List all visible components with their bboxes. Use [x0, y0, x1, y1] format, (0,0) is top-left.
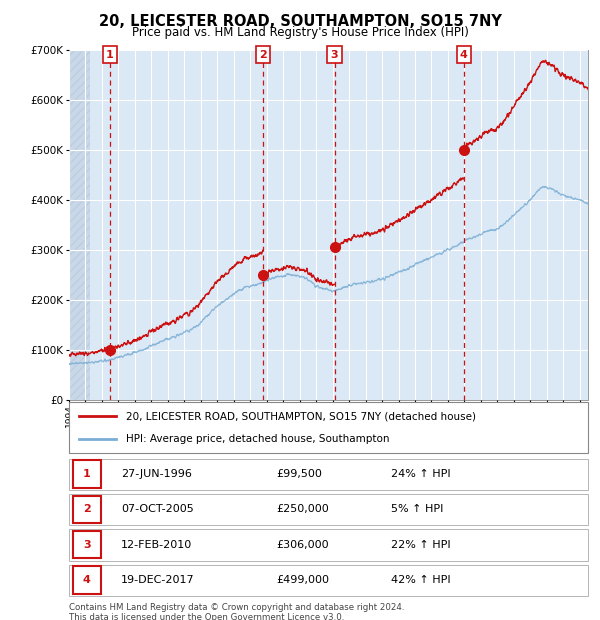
Text: 19-DEC-2017: 19-DEC-2017: [121, 575, 194, 585]
Bar: [69, 529, 588, 560]
Text: 24% ↑ HPI: 24% ↑ HPI: [391, 469, 451, 479]
Bar: [73, 495, 101, 523]
Text: 1: 1: [106, 50, 114, 60]
Text: Price paid vs. HM Land Registry's House Price Index (HPI): Price paid vs. HM Land Registry's House …: [131, 26, 469, 39]
Bar: [73, 531, 101, 559]
Text: 3: 3: [331, 50, 338, 60]
Text: 22% ↑ HPI: 22% ↑ HPI: [391, 539, 451, 550]
Text: 12-FEB-2010: 12-FEB-2010: [121, 539, 192, 550]
Bar: [69, 50, 89, 400]
Text: 27-JUN-1996: 27-JUN-1996: [121, 469, 192, 479]
Text: £99,500: £99,500: [277, 469, 322, 479]
Text: 4: 4: [83, 575, 91, 585]
Text: 20, LEICESTER ROAD, SOUTHAMPTON, SO15 7NY (detached house): 20, LEICESTER ROAD, SOUTHAMPTON, SO15 7N…: [126, 411, 476, 421]
Text: 1: 1: [83, 469, 91, 479]
Text: 2: 2: [259, 50, 267, 60]
Text: £306,000: £306,000: [277, 539, 329, 550]
Text: Contains HM Land Registry data © Crown copyright and database right 2024.
This d: Contains HM Land Registry data © Crown c…: [69, 603, 404, 620]
Bar: [69, 50, 89, 400]
Text: £250,000: £250,000: [277, 504, 329, 515]
Text: 2: 2: [83, 504, 91, 515]
Bar: [69, 459, 588, 490]
Text: 07-OCT-2005: 07-OCT-2005: [121, 504, 194, 515]
Text: 5% ↑ HPI: 5% ↑ HPI: [391, 504, 443, 515]
Bar: [69, 565, 588, 596]
Text: 42% ↑ HPI: 42% ↑ HPI: [391, 575, 451, 585]
Text: 4: 4: [460, 50, 468, 60]
Text: 3: 3: [83, 539, 91, 550]
Text: £499,000: £499,000: [277, 575, 329, 585]
Bar: [69, 494, 588, 525]
Text: 20, LEICESTER ROAD, SOUTHAMPTON, SO15 7NY: 20, LEICESTER ROAD, SOUTHAMPTON, SO15 7N…: [98, 14, 502, 29]
Bar: [73, 566, 101, 594]
Bar: [73, 460, 101, 488]
Text: HPI: Average price, detached house, Southampton: HPI: Average price, detached house, Sout…: [126, 434, 389, 444]
